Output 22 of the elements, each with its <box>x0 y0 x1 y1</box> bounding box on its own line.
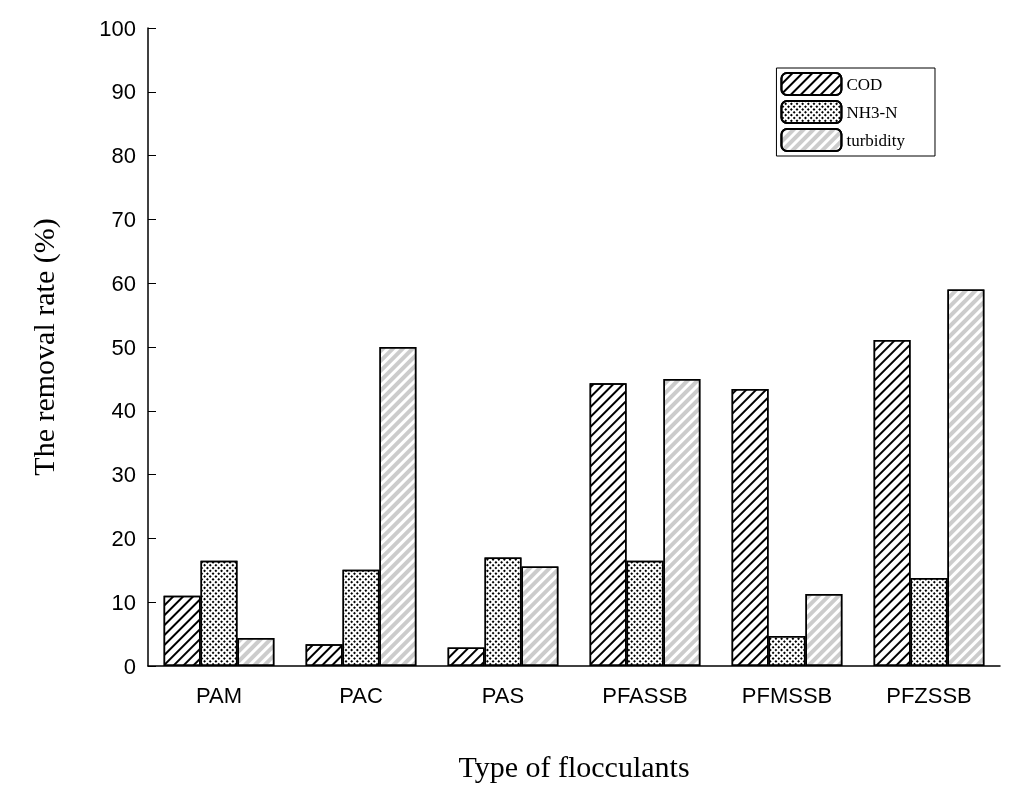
y-tick-label: 10 <box>111 589 136 615</box>
x-tick-label: PFZSSB <box>886 682 972 708</box>
x-axis-title: Type of flocculants <box>458 749 690 783</box>
x-tick-label: PFASSB <box>602 682 688 708</box>
y-tick-label: 30 <box>111 462 136 488</box>
y-tick-label: 50 <box>111 334 136 360</box>
x-tick-label: PAM <box>195 682 243 708</box>
legend-label: NH3-N <box>846 102 898 122</box>
x-tick-label: PFMSSB <box>741 682 833 708</box>
y-tick-label: 90 <box>111 79 136 105</box>
x-tick-label: PAC <box>339 682 383 708</box>
y-axis-title: The removal rate (%) <box>26 218 61 476</box>
x-tick-label: PAS <box>481 682 525 708</box>
y-tick-label: 0 <box>123 653 136 679</box>
legend-label: COD <box>846 74 883 94</box>
y-tick-label: 40 <box>111 398 136 424</box>
y-tick-label: 20 <box>111 525 136 551</box>
y-tick-label: 80 <box>111 143 136 169</box>
y-tick-label: 100 <box>99 15 136 41</box>
legend-label: turbidity <box>846 130 906 150</box>
y-tick-label: 70 <box>111 206 136 232</box>
y-tick-label: 60 <box>111 270 136 296</box>
